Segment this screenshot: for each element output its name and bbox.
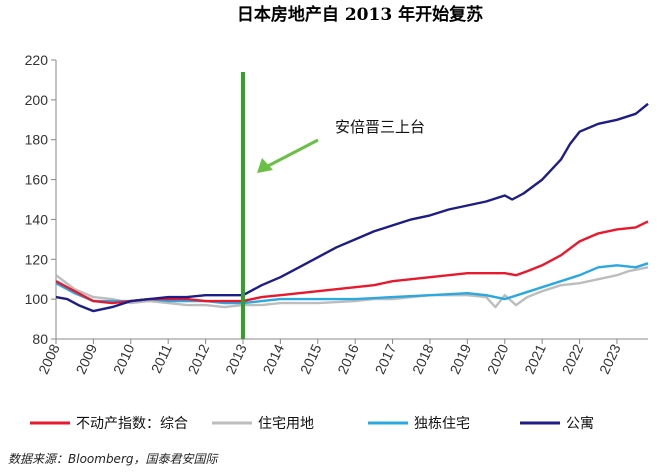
chart-title: 日本房地产自 2013 年开始复苏 [237,4,483,25]
annotation-layer: 安倍晋三上台 [240,72,425,339]
y-tick-label: 80 [32,331,48,347]
legend-label-3: 公寓 [566,415,594,432]
x-tick-label: 2014 [259,341,287,376]
y-tick-label: 160 [25,172,49,188]
x-tick-label: 2017 [372,341,400,376]
x-tick-label: 2009 [72,341,100,376]
series-line-1 [55,266,649,309]
x-tick-label: 2022 [559,341,587,376]
legend-label-0: 不动产指数：综合 [76,416,188,432]
source-note: 数据来源：Bloomberg，国泰君安国际 [8,452,219,466]
legend-label-2: 独栋住宅 [414,415,470,432]
x-tick-label: 2018 [409,341,437,376]
x-tick-label: 2016 [334,341,362,376]
series-layer [55,102,649,313]
x-tick-label: 2015 [297,341,325,376]
legend-label-1: 住宅用地 [258,416,314,432]
x-tick-label: 2021 [521,341,549,376]
annotation-arrowhead [257,158,273,173]
annotation-arrow [265,138,319,169]
x-tick-label: 2019 [446,341,474,376]
y-tick-label: 140 [25,211,49,227]
x-tick-label: 2012 [185,341,213,376]
x-tick-label: 2010 [110,341,138,376]
legend: 不动产指数：综合 住宅用地 独栋住宅 公寓 [30,415,594,432]
x-tick-label: 2013 [222,341,250,376]
x-tick-label: 2020 [484,341,512,376]
series-line-3 [55,102,649,313]
y-tick-label: 220 [25,52,49,68]
y-tick-label: 180 [25,132,49,148]
series-line-0 [55,220,649,305]
x-tick-label: 2011 [148,341,175,375]
y-tick-label: 120 [25,251,49,267]
series-line-2 [55,262,649,305]
annotation-label: 安倍晋三上台 [335,118,425,136]
y-tick-label: 100 [25,291,49,307]
y-tick-label: 200 [25,92,49,108]
x-tick-label: 2023 [596,341,624,376]
